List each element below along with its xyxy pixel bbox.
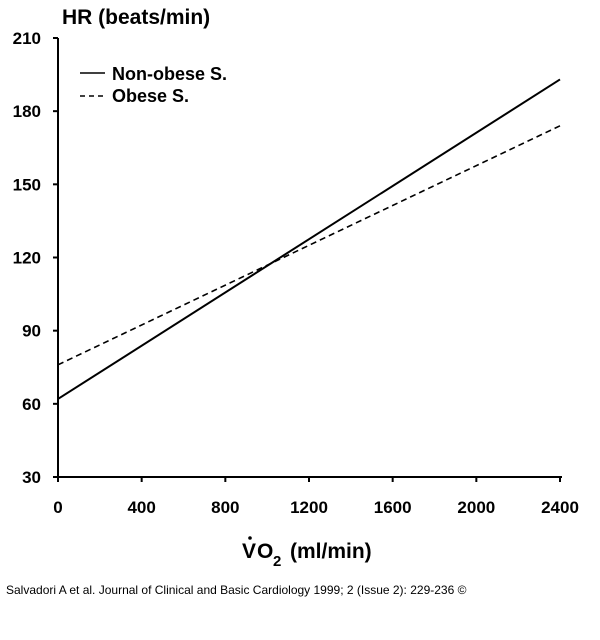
- x-axis-title-units: (ml/min): [290, 540, 372, 563]
- x-tick-label: 800: [211, 498, 239, 517]
- y-tick-label: 120: [13, 249, 41, 268]
- figure-caption: Salvadori A et al. Journal of Clinical a…: [6, 583, 467, 597]
- legend-label-non-obese: Non-obese S.: [112, 64, 227, 84]
- x-tick-label: 0: [53, 498, 62, 517]
- x-axis-title-o: O: [257, 540, 273, 563]
- y-tick-label: 210: [13, 29, 41, 48]
- series-line-obese: [57, 125, 561, 366]
- y-tick-label: 90: [22, 322, 41, 341]
- y-axis-ticks: 30 60 90 120 150 180 210: [13, 29, 58, 487]
- plot-area: [57, 38, 562, 478]
- y-tick-label: 150: [13, 175, 41, 194]
- x-tick-label: 2000: [457, 498, 495, 517]
- y-axis-title: HR (beats/min): [62, 6, 210, 29]
- series-line-non-obese: [57, 78, 561, 400]
- line-chart: HR (beats/min) 30 60 90 120 150 180 210 0 400 80…: [13, 6, 579, 570]
- y-tick-label: 30: [22, 468, 41, 487]
- x-tick-label: 400: [127, 498, 155, 517]
- x-axis-title: V O 2 (ml/min): [242, 536, 372, 570]
- legend-label-obese: Obese S.: [112, 86, 189, 106]
- x-axis-ticks: 0 400 800 1200 1600 2000 2400: [53, 477, 579, 517]
- y-tick-label: 60: [22, 395, 41, 414]
- x-axis-title-subscript: 2: [273, 553, 281, 570]
- x-axis-title-dot: [248, 536, 252, 540]
- y-tick-label: 180: [13, 102, 41, 121]
- legend: Non-obese S. Obese S.: [80, 64, 227, 106]
- series-layer: [57, 78, 561, 400]
- x-tick-label: 2400: [541, 498, 579, 517]
- x-tick-label: 1600: [374, 498, 412, 517]
- x-axis-title-v: V: [242, 540, 256, 563]
- x-tick-label: 1200: [290, 498, 328, 517]
